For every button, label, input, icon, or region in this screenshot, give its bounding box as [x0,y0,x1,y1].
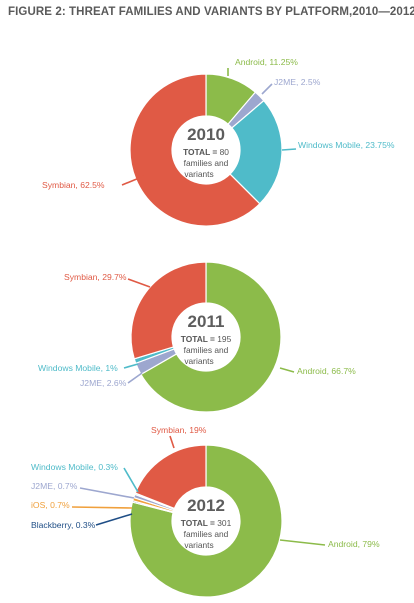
leader-line-blackberry-2012 [95,513,133,526]
year-label-2011: 2011 [188,312,225,331]
donut-hole-2010 [172,116,240,184]
slice-label-blackberry-2012: Blackberry, 0.3% [31,520,96,530]
slice-label-windows-mobile-2012: Windows Mobile, 0.3% [31,462,118,472]
figure-title: FIGURE 2: THREAT FAMILIES AND VARIANTS B… [8,6,414,18]
leader-line-j2me-2011 [127,372,143,384]
total-suffix-line1-2010: families and [184,158,229,168]
slice-label-symbian-2011: Symbian, 29.7% [64,272,127,282]
slice-label-j2me-2011: J2ME, 2.6% [80,378,127,388]
leader-line-android-2011 [279,367,295,373]
leader-line-j2me-2012 [79,487,135,499]
donut-2011: Android, 66.7% J2ME, 2.6% Windows Mobile, … [38,261,356,413]
leader-line-symbian-2012 [169,435,175,449]
leader-line-ios-2012 [71,506,133,509]
slice-label-android-2012: Android, 79% [328,539,380,549]
leader-line-symbian-2010 [121,175,145,186]
slice-label-android-2011: Android, 66.7% [297,366,356,376]
leader-line-windows-mobile-2012 [123,467,139,493]
leader-line-windows-mobile-2010 [281,148,297,151]
total-value: 195 [217,334,231,344]
leader-line-android-2012 [279,539,326,546]
year-label-2010: 2010 [187,125,225,144]
slice-label-j2me-2012: J2ME, 0.7% [31,481,78,491]
total-prefix: TOTAL = [181,334,218,344]
slice-label-symbian-2012: Symbian, 19% [151,425,207,435]
donut-hole-2012 [172,487,240,555]
leader-line-windows-mobile-2011 [123,363,139,369]
leader-line-j2me-2010 [261,83,273,95]
year-label-2012: 2012 [187,496,225,515]
donut-hole-2011 [172,303,240,371]
total-prefix: TOTAL = [183,147,220,157]
slice-label-android-2010: Android, 11.25% [235,57,298,67]
total-suffix-line2-2012: variants [184,540,213,550]
slice-label-j2me-2010: J2ME, 2.5% [274,77,321,87]
slice-label-windows-mobile-2011: Windows Mobile, 1% [38,363,118,373]
total-prefix: TOTAL = [181,518,218,528]
total-value: 80 [220,147,230,157]
total-suffix-line1-2011: families and [184,345,229,355]
total-suffix-line2-2010: variants [184,169,213,179]
total-label-2011: TOTAL = 195 [181,334,232,344]
slice-label-symbian-2010: Symbian, 62.5% [42,180,105,190]
total-suffix-line1-2012: families and [184,529,229,539]
total-value: 301 [217,518,231,528]
slice-label-windows-mobile-2010: Windows Mobile, 23.75% [298,140,395,150]
total-label-2012: TOTAL = 301 [181,518,232,528]
donut-2010: Android, 11.25% J2ME, 2.5% Windows Mobile,… [42,57,395,227]
leader-line-symbian-2011 [127,278,151,288]
total-label-2010: TOTAL = 80 [183,147,229,157]
total-suffix-line2-2011: variants [184,356,213,366]
donut-2012: Android, 79% Blackberry, 0.3% iOS, 0.7% J2M… [31,425,380,598]
slice-label-ios-2012: iOS, 0.7% [31,500,70,510]
